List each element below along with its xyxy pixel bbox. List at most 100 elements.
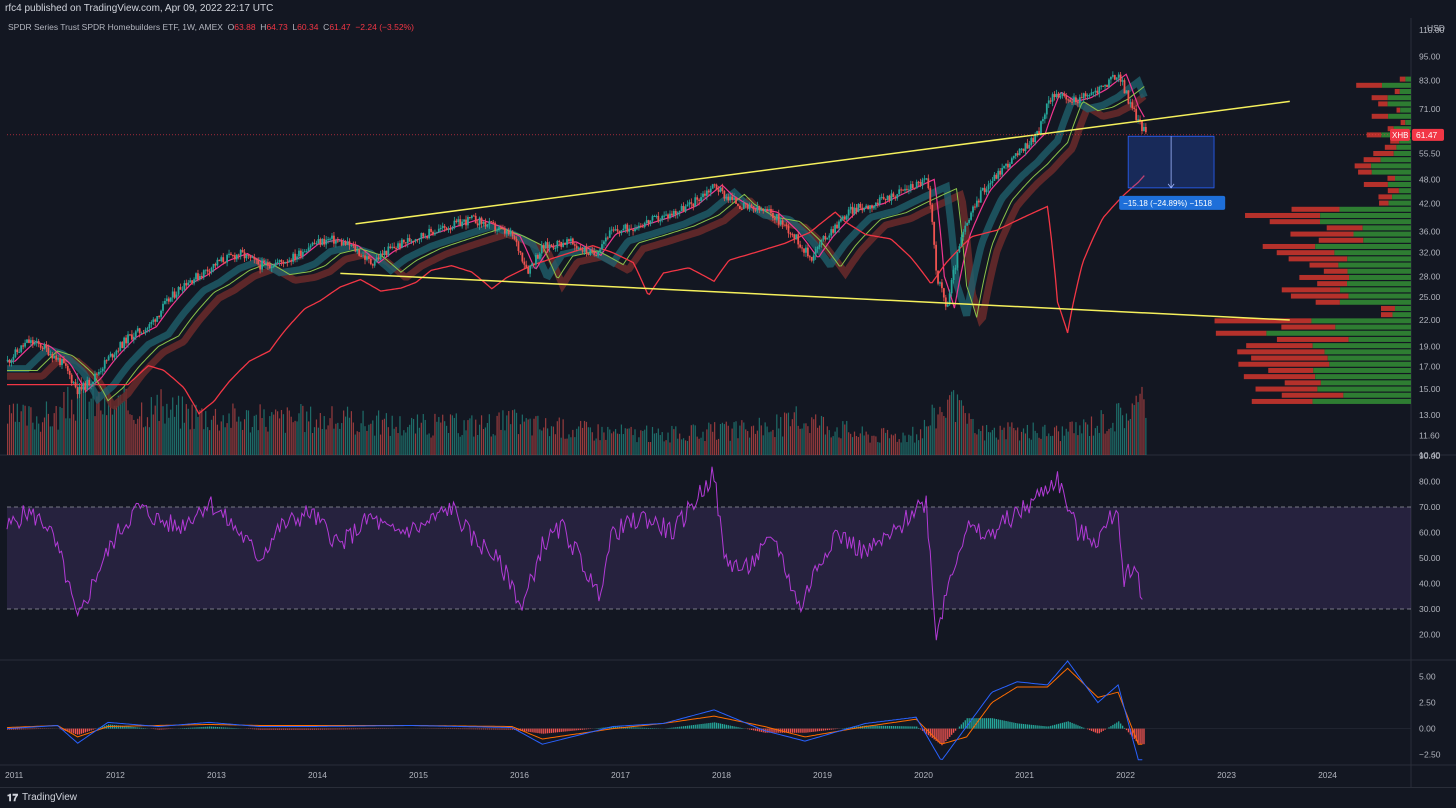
- macd-hist-bar: [1095, 729, 1096, 733]
- candle-body: [216, 260, 218, 266]
- volume-bar: [347, 407, 348, 455]
- candle-body: [205, 270, 207, 271]
- volume-bar: [357, 431, 358, 455]
- legend-open: 63.88: [234, 22, 255, 32]
- candle-body: [156, 316, 158, 322]
- volume-bar: [679, 434, 680, 455]
- volume-bar: [681, 439, 682, 455]
- candle-body: [321, 239, 323, 245]
- macd-hist-bar: [1050, 726, 1051, 729]
- time-tick-label: 2017: [611, 770, 630, 780]
- candle-body: [360, 256, 362, 257]
- volume-bar: [463, 420, 464, 455]
- candle-body: [401, 240, 403, 248]
- volume-bar: [58, 430, 59, 455]
- candle-body: [805, 248, 807, 253]
- volume-bar: [976, 434, 977, 455]
- volume-bar: [671, 426, 672, 455]
- profile-bar-up: [1329, 362, 1411, 367]
- candle-body: [1108, 79, 1110, 87]
- volume-bar: [598, 424, 599, 455]
- volume-bar: [530, 419, 531, 455]
- candle-body: [562, 243, 564, 247]
- volume-bar: [312, 433, 313, 455]
- volume-bar: [1122, 415, 1123, 455]
- profile-bar-up: [1313, 399, 1411, 404]
- macd-hist-bar: [203, 727, 204, 729]
- candle-body: [778, 214, 780, 224]
- volume-bar: [149, 427, 150, 455]
- volume-bar: [765, 422, 766, 455]
- tradingview-logo-icon[interactable]: 𝟏𝟕: [7, 793, 18, 804]
- profile-bar-up: [1372, 170, 1411, 175]
- volume-bar: [1104, 434, 1105, 455]
- candle-body: [679, 211, 681, 213]
- volume-bar: [654, 434, 655, 455]
- macd-hist-bar: [1023, 724, 1024, 729]
- profile-bar-down: [1400, 77, 1406, 82]
- candle-body: [1081, 97, 1083, 98]
- macd-hist-bar: [85, 729, 86, 733]
- candle-body: [904, 189, 906, 191]
- volume-bar: [650, 442, 651, 455]
- volume-bar: [644, 430, 645, 455]
- macd-hist-bar: [1079, 726, 1080, 728]
- candle-body: [908, 189, 910, 190]
- candle-body: [793, 234, 795, 238]
- candle-body: [127, 334, 129, 343]
- candle-body: [455, 221, 457, 222]
- candle-body: [246, 255, 248, 259]
- candle-body: [110, 354, 112, 357]
- volume-bar: [934, 408, 935, 455]
- macd-hist-bar: [159, 729, 160, 730]
- candle-body: [488, 221, 490, 224]
- volume-bar: [747, 431, 748, 455]
- candle-body: [220, 257, 222, 261]
- macd-hist-bar: [495, 729, 496, 730]
- chart-canvas[interactable]: 110.0095.0083.0071.0062.0055.5048.0042.0…: [0, 0, 1456, 787]
- price-tick-label: 25.00: [1419, 292, 1441, 302]
- candle-body: [751, 205, 753, 206]
- macd-hist-bar: [213, 727, 214, 729]
- volume-bar: [155, 406, 156, 455]
- macd-hist-bar: [116, 725, 117, 728]
- volume-bar: [605, 440, 606, 455]
- volume-bar: [564, 439, 565, 455]
- candle-body: [799, 244, 801, 247]
- volume-bar: [611, 433, 612, 455]
- macd-hist-bar: [588, 729, 589, 730]
- profile-bar-down: [1356, 83, 1382, 88]
- candle-body: [351, 245, 353, 246]
- macd-hist-bar: [1124, 728, 1125, 729]
- macd-hist-bar: [916, 727, 917, 729]
- volume-bar: [899, 439, 900, 455]
- profile-bar-up: [1313, 368, 1411, 373]
- candle-body: [1030, 138, 1032, 145]
- volume-bar: [858, 437, 859, 455]
- macd-hist-bar: [1025, 724, 1026, 728]
- candle-body: [362, 255, 364, 256]
- volume-bar: [856, 436, 857, 455]
- candle-body: [255, 259, 257, 260]
- macd-hist-bar: [755, 729, 756, 731]
- macd-hist-bar: [223, 727, 224, 728]
- volume-bar: [897, 442, 898, 455]
- volume-bar: [423, 414, 424, 455]
- volume-bar: [205, 411, 206, 455]
- candle-body: [560, 242, 562, 247]
- volume-bar: [1134, 405, 1135, 455]
- volume-bar: [520, 424, 521, 455]
- volume-bar: [223, 415, 224, 455]
- candle-body: [117, 351, 119, 352]
- volume-bar: [728, 426, 729, 455]
- volume-bar: [873, 436, 874, 455]
- time-tick-label: 2011: [5, 770, 24, 780]
- candle-body: [700, 197, 702, 201]
- candle-body: [469, 217, 471, 218]
- volume-bar: [947, 400, 948, 455]
- volume-bar: [716, 440, 717, 455]
- volume-bar: [294, 421, 295, 455]
- volume-bar: [7, 424, 8, 455]
- macd-hist-bar: [322, 729, 323, 730]
- macd-hist-bar: [281, 729, 282, 730]
